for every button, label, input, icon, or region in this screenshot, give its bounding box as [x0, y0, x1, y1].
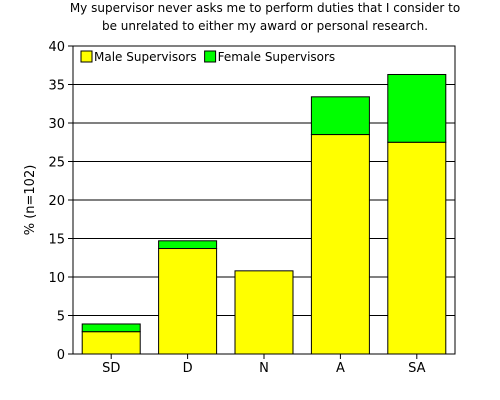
legend-label-female: Female Supervisors [218, 50, 336, 64]
y-tick-label: 10 [48, 271, 65, 286]
bar-a-male [310, 134, 370, 355]
chart-title-line-2: be unrelated to either my award or perso… [101, 19, 429, 33]
bar-d-female [158, 240, 218, 250]
bar-a-female [310, 96, 370, 136]
bar-d-male [158, 248, 218, 355]
legend-label-male: Male Supervisors [94, 50, 197, 64]
y-tick-label: 40 [48, 40, 65, 55]
y-tick-label: 0 [57, 348, 65, 363]
chart-title-line-1: My supervisor never asks me to perform d… [69, 1, 461, 15]
y-tick-label: 25 [48, 156, 65, 171]
bar-sa-female [387, 73, 447, 143]
y-tick-label: 5 [57, 310, 65, 325]
plot-frame [72, 45, 456, 355]
y-tick-label: 20 [48, 194, 65, 209]
legend-swatch-male [80, 50, 93, 63]
x-tick-label: SD [102, 361, 120, 376]
y-tick-label: 15 [48, 233, 65, 248]
y-tick-label: 30 [48, 117, 65, 132]
bar-sd-male [81, 331, 141, 355]
x-tick-label: A [336, 361, 345, 376]
x-tick-label: N [259, 361, 269, 376]
bar-sd-female [81, 323, 141, 333]
y-tick-label: 35 [48, 79, 65, 94]
legend-swatch-female [204, 50, 217, 63]
y-axis-label: % (n=102) [23, 165, 38, 236]
x-tick-label: D [183, 361, 193, 376]
bar-n-male [234, 270, 294, 355]
bar-sa-male [387, 141, 447, 355]
x-tick-label: SA [408, 361, 425, 376]
